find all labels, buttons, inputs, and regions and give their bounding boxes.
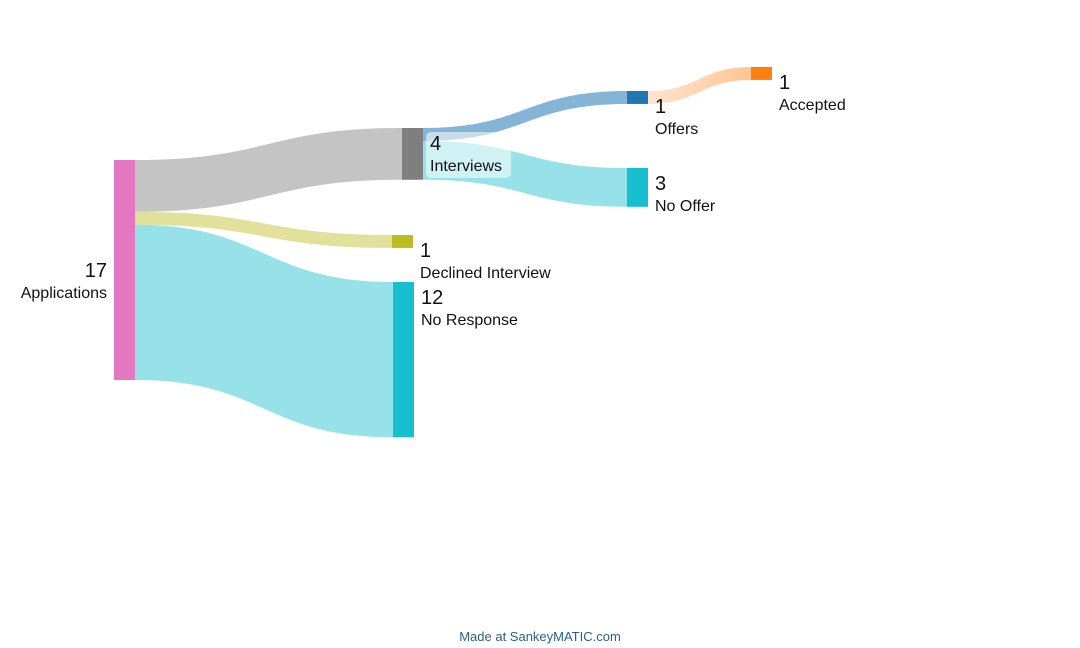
node-no-offer[interactable]	[627, 168, 648, 207]
node-label-no-response: No Response	[421, 312, 518, 329]
node-label-interviews: Interviews	[430, 158, 502, 175]
node-label-accepted: Accepted	[779, 97, 846, 114]
flow-interviews-to-offers[interactable]	[423, 91, 627, 141]
node-declined[interactable]	[392, 235, 413, 248]
node-offers[interactable]	[627, 91, 648, 104]
flow-applications-to-interviews[interactable]	[135, 128, 402, 212]
flow-applications-to-declined[interactable]	[135, 211, 392, 248]
label-backdrop-interviews	[426, 132, 511, 178]
node-label-no-offer: No Offer	[655, 198, 716, 215]
node-value-applications: 17	[85, 260, 107, 282]
node-value-no-offer: 3	[655, 173, 666, 195]
label-offers: 1 Offers	[655, 96, 698, 138]
node-label-applications: Applications	[21, 285, 107, 302]
node-value-interviews: 4	[430, 133, 441, 155]
node-label-offers: Offers	[655, 121, 698, 138]
node-interviews[interactable]	[402, 128, 423, 180]
node-value-no-response: 12	[421, 287, 443, 309]
sankey-labels: 17 Applications 4 Interviews 1 Declined Inter…	[21, 72, 846, 329]
sankeymatic-credit[interactable]: Made at SankeyMATIC.com	[459, 629, 621, 644]
node-accepted[interactable]	[751, 67, 772, 80]
node-value-offers: 1	[655, 96, 666, 118]
label-no-offer: 3 No Offer	[655, 173, 716, 215]
sankey-nodes	[114, 67, 772, 438]
node-label-declined: Declined Interview	[420, 265, 551, 282]
label-no-response: 12 No Response	[421, 287, 518, 329]
label-declined: 1 Declined Interview	[420, 240, 551, 282]
flow-offers-to-accepted[interactable]	[648, 67, 751, 104]
label-applications: 17 Applications	[21, 260, 107, 302]
node-value-declined: 1	[420, 240, 431, 262]
node-no-response[interactable]	[393, 282, 414, 438]
flow-applications-to-no-response[interactable]	[135, 224, 393, 438]
label-accepted: 1 Accepted	[779, 72, 846, 114]
label-interviews: 4 Interviews	[426, 132, 511, 178]
node-applications[interactable]	[114, 160, 135, 380]
node-value-accepted: 1	[779, 72, 790, 94]
